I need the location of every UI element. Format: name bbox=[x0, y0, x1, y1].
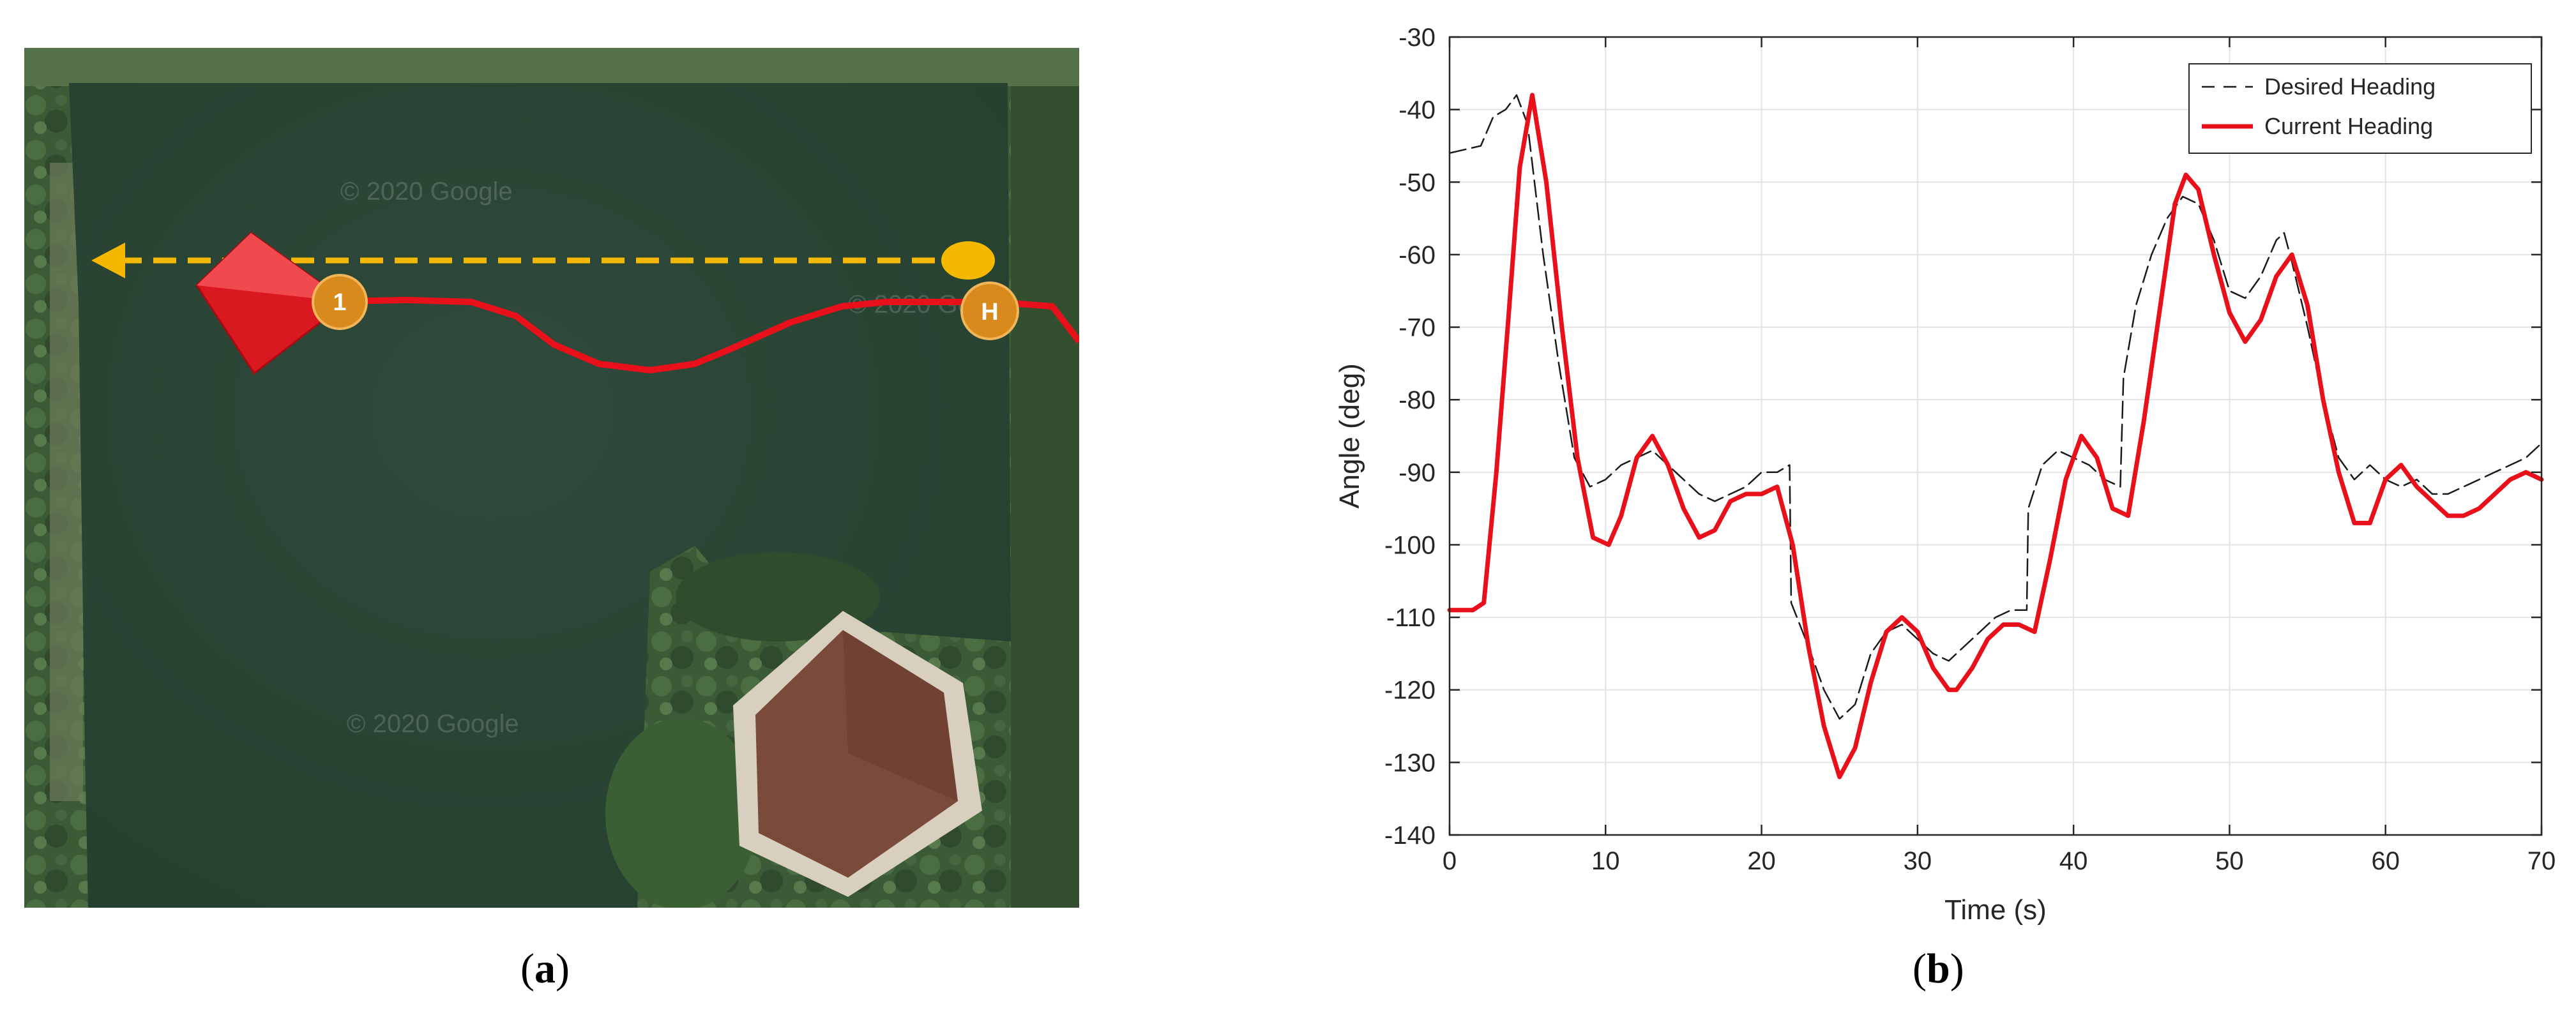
y-tick-label: -130 bbox=[1384, 749, 1436, 777]
y-tick-label: -70 bbox=[1398, 314, 1436, 342]
waypoint-1-marker bbox=[312, 274, 368, 330]
desired-path-arrowhead bbox=[91, 243, 125, 278]
caption-b-close: ) bbox=[1950, 945, 1964, 992]
x-tick-label: 20 bbox=[1747, 847, 1776, 875]
legend-label-desired-heading: Desired Heading bbox=[2264, 73, 2436, 100]
map-panel: © 2020 Google © 2020 Google © 2020 Googl… bbox=[24, 48, 1079, 908]
satellite-map: © 2020 Google © 2020 Google © 2020 Googl… bbox=[24, 48, 1079, 908]
y-tick-label: -60 bbox=[1398, 241, 1436, 269]
heading-chart: 0 10 20 30 40 50 60 70 -30 -40 -50 -60 -70 -80 -90 -100… bbox=[1334, 24, 2556, 926]
map-watermark: © 2020 Google bbox=[347, 710, 519, 738]
y-axis-label: Angle (deg) bbox=[1334, 363, 1365, 508]
y-tick-label: -40 bbox=[1398, 96, 1436, 124]
caption-a-close: ) bbox=[555, 945, 570, 992]
legend-label-current-heading: Current Heading bbox=[2264, 113, 2433, 139]
heading-chart-panel: 0 10 20 30 40 50 60 70 -30 -40 -50 -60 -70 -80 -90 -100… bbox=[1277, 0, 2576, 958]
x-tick-label: 70 bbox=[2527, 847, 2556, 875]
home-marker bbox=[960, 282, 1019, 340]
caption-a-open: ( bbox=[520, 945, 534, 992]
start-marker bbox=[941, 241, 995, 280]
series-current-heading-line bbox=[1447, 93, 2544, 779]
pavilion-roof-shade bbox=[843, 630, 958, 801]
x-tick-label: 40 bbox=[2059, 847, 2088, 875]
y-tick-label: -30 bbox=[1398, 24, 1436, 52]
y-tick-label: -80 bbox=[1398, 386, 1436, 414]
y-tick-label: -140 bbox=[1384, 822, 1436, 850]
boat-arrow-highlight bbox=[197, 233, 347, 302]
x-tick-label: 50 bbox=[2215, 847, 2244, 875]
x-tick-label: 0 bbox=[1443, 847, 1457, 875]
caption-b: (b) bbox=[1913, 945, 1964, 993]
caption-a: (a) bbox=[520, 945, 570, 993]
x-axis-label: Time (s) bbox=[1944, 894, 2047, 926]
top-bank bbox=[24, 48, 1079, 86]
series-desired-heading-line bbox=[1448, 94, 2543, 720]
caption-a-letter: a bbox=[534, 945, 556, 992]
y-tick-label: -120 bbox=[1384, 677, 1436, 705]
series-lines bbox=[1447, 93, 2544, 779]
axis-ticks: 0 10 20 30 40 50 60 70 -30 -40 -50 -60 -70 -80 -90 -100… bbox=[1384, 24, 2556, 875]
x-tick-label: 60 bbox=[2371, 847, 2400, 875]
actual-path-line bbox=[273, 297, 1079, 373]
home-label: H bbox=[981, 299, 998, 326]
right-bank bbox=[1011, 86, 1079, 908]
y-tick-label: -110 bbox=[1386, 604, 1436, 632]
y-tick-label: -90 bbox=[1398, 459, 1436, 487]
tree-cluster bbox=[676, 552, 880, 642]
x-tick-label: 10 bbox=[1591, 847, 1620, 875]
map-watermark: © 2020 Google bbox=[340, 177, 513, 206]
legend-box bbox=[2188, 63, 2532, 154]
caption-b-open: ( bbox=[1913, 945, 1927, 992]
waypoint-1-label: 1 bbox=[333, 289, 346, 316]
plot-frame bbox=[1448, 36, 2543, 836]
plot-background bbox=[1450, 37, 2542, 835]
y-tick-label: -100 bbox=[1384, 531, 1436, 559]
chart-legend: Desired Heading Current Heading bbox=[2188, 63, 2532, 154]
x-tick-label: 30 bbox=[1904, 847, 1932, 875]
tree-cluster bbox=[605, 718, 759, 908]
caption-b-letter: b bbox=[1926, 945, 1950, 992]
y-tick-label: -50 bbox=[1398, 169, 1436, 197]
